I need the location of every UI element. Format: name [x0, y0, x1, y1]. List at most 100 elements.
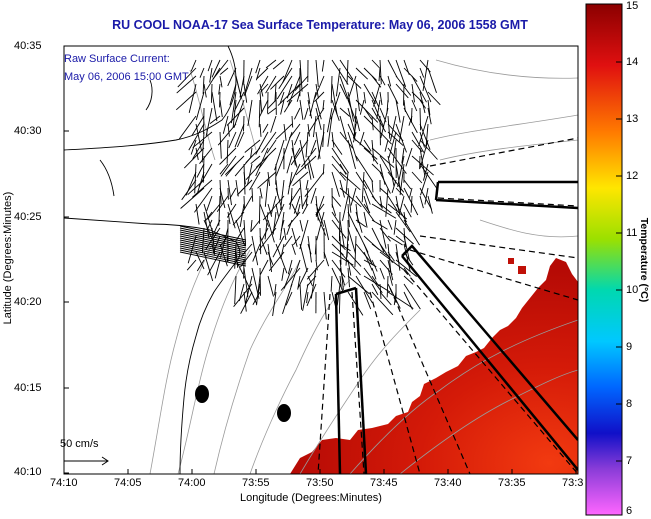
current-vector — [179, 247, 247, 263]
scale-arrow — [64, 456, 109, 466]
current-vector — [284, 235, 293, 248]
current-vector — [211, 59, 221, 78]
coverage-lines — [317, 137, 578, 474]
current-vector — [355, 195, 375, 222]
current-vector — [179, 231, 247, 247]
current-vector — [323, 219, 330, 241]
current-vector — [195, 203, 200, 225]
colorbar-tick-label: 8 — [626, 398, 633, 410]
current-vector — [387, 235, 403, 246]
current-vector — [297, 203, 301, 215]
current-vector — [209, 115, 221, 124]
current-vector — [293, 107, 301, 120]
current-vector — [194, 187, 213, 213]
current-vector — [363, 147, 378, 160]
current-vector — [305, 131, 309, 158]
current-vector — [339, 171, 361, 191]
current-vector — [339, 235, 342, 265]
current-vector — [210, 83, 213, 103]
current-vector — [195, 91, 205, 121]
current-vector — [379, 195, 383, 209]
current-vector — [326, 107, 333, 133]
current-legend-label: Raw Surface Current: — [64, 53, 170, 65]
current-vector — [199, 67, 205, 78]
current-vector — [209, 67, 213, 83]
current-vector — [245, 163, 261, 180]
current-vector — [427, 67, 437, 93]
current-vector — [251, 235, 259, 266]
current-vector — [180, 187, 205, 209]
current-vector — [411, 155, 434, 176]
x-tick-label: 74:10 — [50, 477, 78, 489]
current-vector — [371, 155, 379, 165]
current-vector — [295, 155, 317, 176]
current-vector — [293, 235, 301, 246]
current-vector — [305, 179, 309, 191]
current-vector — [259, 267, 261, 296]
current-vector — [181, 179, 197, 201]
current-vector — [255, 59, 261, 74]
current-vector — [278, 67, 293, 89]
current-vector — [179, 233, 247, 249]
current-vector — [373, 83, 381, 107]
current-vector — [403, 219, 420, 246]
current-vector — [339, 115, 347, 140]
colorbar-label: Temperature (°C) — [638, 217, 650, 303]
current-vector — [363, 203, 371, 213]
current-vector — [249, 171, 261, 191]
current-vector — [306, 275, 317, 287]
current-vector — [219, 147, 237, 165]
current-vector — [363, 67, 378, 81]
current-vector — [286, 83, 309, 103]
current-vector — [176, 75, 197, 94]
current-vector — [321, 59, 325, 72]
current-vector — [403, 251, 414, 266]
current-vector — [427, 107, 432, 125]
current-vector — [235, 179, 239, 197]
current-vector — [401, 147, 405, 164]
current-vector — [279, 91, 285, 104]
current-vector — [250, 155, 261, 165]
current-vector — [419, 123, 431, 150]
current-vector — [233, 283, 253, 307]
current-vector — [411, 75, 427, 103]
current-vector — [371, 283, 379, 296]
current-vector — [302, 203, 309, 215]
current-vector — [331, 147, 349, 174]
current-vector — [347, 107, 356, 134]
current-vector — [363, 243, 373, 264]
current-vector — [220, 155, 237, 177]
current-vector — [378, 67, 381, 82]
y-tick-label: 40:20 — [14, 296, 42, 308]
current-vector — [339, 131, 354, 149]
current-vector — [363, 187, 371, 205]
current-vector — [267, 203, 273, 217]
current-vector — [299, 139, 307, 169]
current-vector — [419, 91, 426, 114]
current-vector — [376, 99, 381, 119]
current-vector — [219, 187, 226, 209]
current-vector — [347, 227, 356, 254]
current-vector — [250, 219, 261, 233]
current-vector — [331, 259, 346, 278]
current-vector — [307, 155, 315, 179]
current-vector — [299, 99, 304, 120]
current-vector — [283, 123, 287, 141]
current-vector — [219, 163, 229, 175]
current-vector — [281, 267, 285, 281]
current-vector — [403, 203, 412, 218]
current-vector — [290, 139, 309, 166]
current-vector — [347, 75, 362, 89]
current-vector — [347, 203, 350, 228]
x-tick-label: 73:35 — [498, 477, 526, 489]
current-vector — [315, 59, 319, 87]
current-vector — [427, 99, 431, 116]
current-vector — [179, 239, 247, 255]
current-vector — [403, 291, 413, 310]
current-vector — [205, 107, 213, 136]
current-vector — [339, 219, 345, 248]
colorbar-tick-label: 7 — [626, 455, 633, 467]
colorbar-tick-label: 10 — [626, 284, 639, 296]
current-vector — [403, 235, 410, 261]
current-vector — [395, 235, 405, 243]
